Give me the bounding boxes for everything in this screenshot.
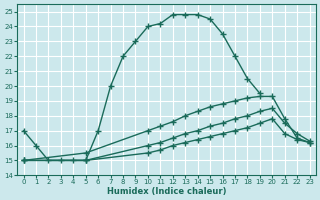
X-axis label: Humidex (Indice chaleur): Humidex (Indice chaleur): [107, 187, 226, 196]
